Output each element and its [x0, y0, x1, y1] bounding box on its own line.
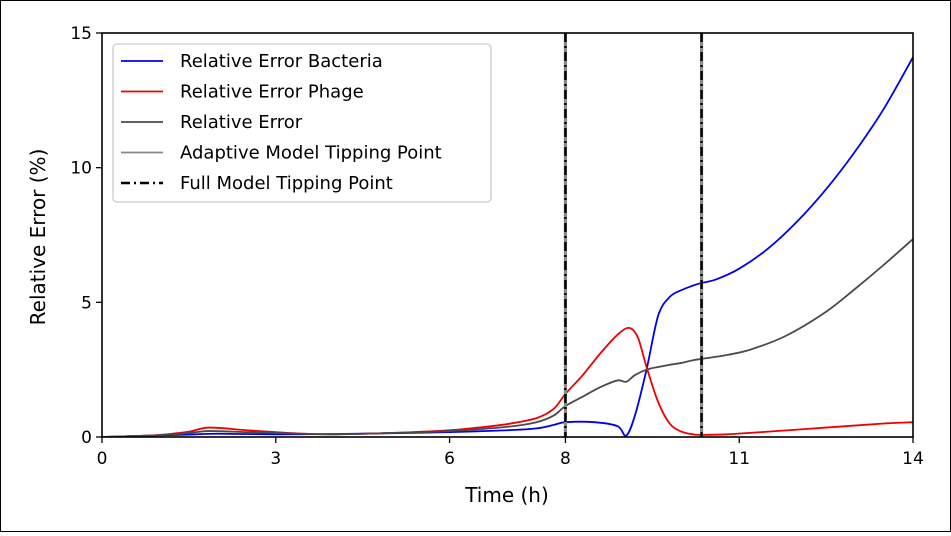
x-tick-label: 11: [728, 449, 750, 469]
legend-label-3: Adaptive Model Tipping Point: [180, 143, 442, 164]
x-tick-label: 14: [902, 449, 924, 469]
x-tick-label: 6: [444, 449, 455, 469]
x-tick-label: 3: [270, 449, 281, 469]
y-tick-label: 15: [70, 24, 92, 44]
legend-label-4: Full Model Tipping Point: [180, 173, 393, 194]
y-tick-label: 10: [70, 159, 92, 179]
y-tick-label: 5: [81, 293, 92, 313]
plot-lines: [102, 33, 913, 437]
legend-label-0: Relative Error Bacteria: [180, 51, 383, 72]
legend-label-2: Relative Error: [180, 112, 303, 133]
axes: 0 3 6 8 11 14 0 5 10 15: [70, 24, 923, 469]
legend-box: [112, 43, 492, 203]
x-tick-label: 0: [97, 449, 108, 469]
legend-label-1: Relative Error Phage: [180, 82, 364, 103]
series-line-2: [102, 238, 913, 437]
y-axis-label: Relative Error (%): [26, 149, 50, 326]
series-group: [102, 33, 913, 437]
y-tick-label: 0: [81, 428, 92, 448]
legend: Relative Error Bacteria Relative Error Ph…: [112, 43, 492, 203]
x-tick-label: 8: [560, 449, 571, 469]
plot-frame: [101, 32, 914, 438]
series-line-1: [102, 327, 913, 437]
series-line-0: [102, 56, 913, 437]
x-axis-label: Time (h): [464, 483, 549, 507]
